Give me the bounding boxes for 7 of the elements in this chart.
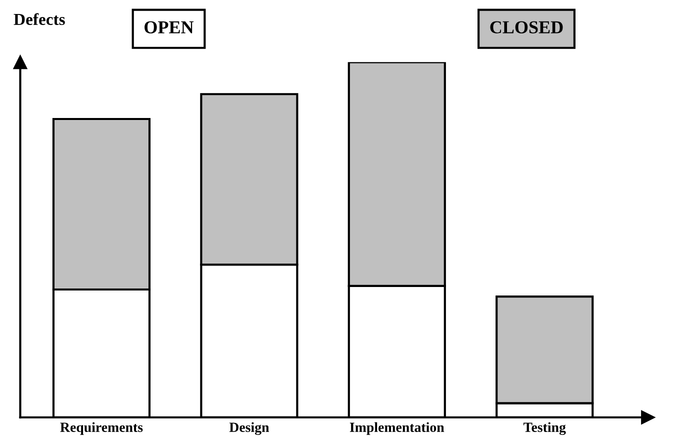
x-tick-label: Requirements bbox=[60, 422, 143, 435]
text: CLOSED bbox=[490, 21, 563, 34]
x-tick-label: Implementation bbox=[350, 422, 444, 435]
x-tick-label: Design bbox=[229, 422, 270, 435]
y-axis-title: Defects bbox=[14, 13, 65, 26]
x-tick-label: Testing bbox=[523, 422, 566, 435]
text: OPEN bbox=[144, 21, 194, 34]
